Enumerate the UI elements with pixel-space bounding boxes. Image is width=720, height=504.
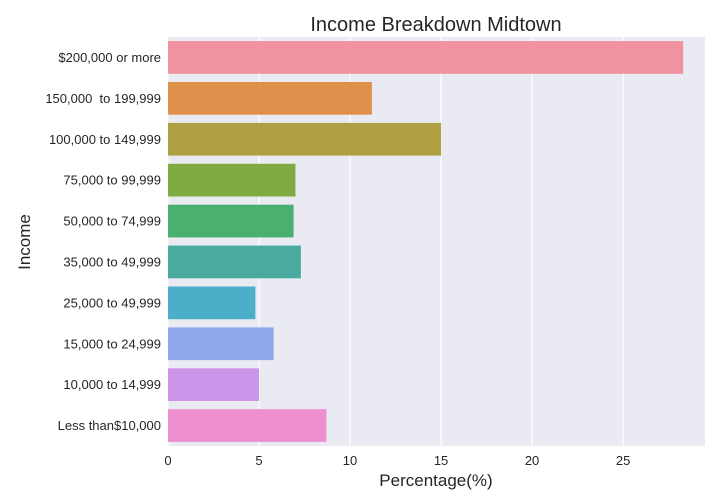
y-category-label: 50,000 to 74,999	[63, 214, 161, 229]
y-category-labels: $200,000 or more 150,000 to 199,999 100,00…	[45, 50, 161, 433]
bar	[168, 327, 274, 361]
y-category-label: 10,000 to 14,999	[63, 377, 161, 392]
bar	[168, 41, 684, 74]
bars	[168, 41, 684, 442]
bar	[168, 81, 372, 115]
bar	[168, 286, 256, 320]
x-tick-label: 20	[525, 453, 539, 468]
x-tick-label: 10	[343, 453, 357, 468]
y-category-label: 100,000 to 149,999	[49, 132, 161, 147]
y-category-label: 25,000 to 49,999	[63, 295, 161, 310]
x-tick-label: 25	[616, 453, 630, 468]
bar	[168, 204, 294, 238]
bar	[168, 409, 327, 442]
y-category-label: $200,000 or more	[58, 50, 161, 65]
x-tick-label: 15	[434, 453, 448, 468]
bar	[168, 245, 301, 279]
y-category-label: Less than$10,000	[58, 418, 161, 433]
y-category-label: 75,000 to 99,999	[63, 173, 161, 188]
y-category-label: 15,000 to 24,999	[63, 336, 161, 351]
x-axis-label: Percentage(%)	[379, 471, 492, 490]
y-category-label: 150,000 to 199,999	[45, 91, 161, 106]
x-tick-label: 5	[255, 453, 262, 468]
bar	[168, 122, 442, 156]
y-axis-label: Income	[15, 214, 34, 270]
bar	[168, 368, 260, 402]
y-category-label: 35,000 to 49,999	[63, 254, 161, 269]
x-tick-labels: 0 5 10 15 20 25	[164, 453, 630, 468]
x-tick-label: 0	[164, 453, 171, 468]
chart-title: Income Breakdown Midtown	[310, 14, 561, 36]
bar	[168, 163, 296, 197]
